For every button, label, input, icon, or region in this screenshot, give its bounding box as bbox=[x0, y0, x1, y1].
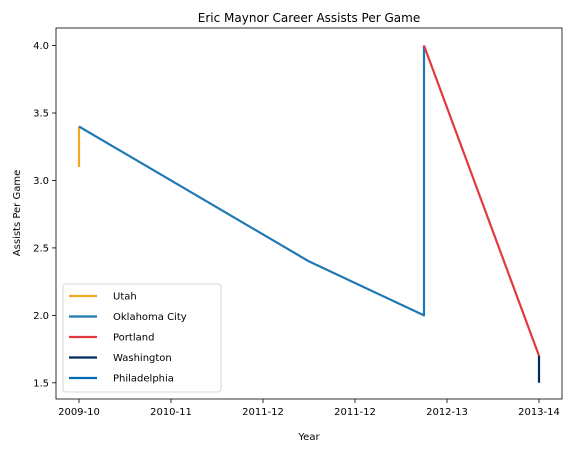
y-tick-label: 3.0 bbox=[33, 176, 49, 187]
plot-area-frame bbox=[55, 27, 563, 400]
x-tick-label: 2011-12 bbox=[334, 407, 376, 418]
y-tick-label: 3.5 bbox=[33, 108, 49, 119]
x-tick-label: 2010-11 bbox=[150, 407, 192, 418]
y-tick-label: 4.0 bbox=[33, 41, 49, 52]
legend-items: Utah Oklahoma City Portland Washington Phila… bbox=[69, 292, 187, 385]
legend-label: Oklahoma City bbox=[113, 312, 187, 323]
chart-title: Eric Maynor Career Assists Per Game bbox=[198, 11, 420, 25]
x-tick-label: 2011-12 bbox=[242, 407, 284, 418]
x-tick-label: 2009-10 bbox=[58, 407, 100, 418]
series-line-1 bbox=[78, 45, 426, 317]
series-line-2 bbox=[422, 45, 541, 357]
y-axis-title: Assists Per Game bbox=[12, 170, 23, 256]
y-axis: 1.5 2.0 2.5 3.0 3.5 4.0 bbox=[33, 41, 56, 389]
y-tick-label: 1.5 bbox=[33, 378, 49, 389]
legend-label: Philadelphia bbox=[113, 374, 174, 385]
x-tick-label: 2013-14 bbox=[518, 407, 560, 418]
x-axis-title: Year bbox=[297, 432, 320, 443]
legend-frame bbox=[62, 283, 222, 393]
y-tick-label: 2.0 bbox=[33, 311, 49, 322]
x-axis: 2009-10 2010-11 2011-12 2011-12 2012-13 2013-… bbox=[58, 399, 560, 418]
y-tick-label: 2.5 bbox=[33, 243, 49, 254]
legend-label: Portland bbox=[113, 333, 154, 344]
legend-label: Utah bbox=[113, 292, 137, 303]
x-tick-label: 2012-13 bbox=[426, 407, 468, 418]
legend-label: Washington bbox=[113, 353, 172, 364]
series-layer bbox=[77, 45, 541, 383]
legend: Utah Oklahoma City Portland Washington Phila… bbox=[62, 283, 222, 393]
